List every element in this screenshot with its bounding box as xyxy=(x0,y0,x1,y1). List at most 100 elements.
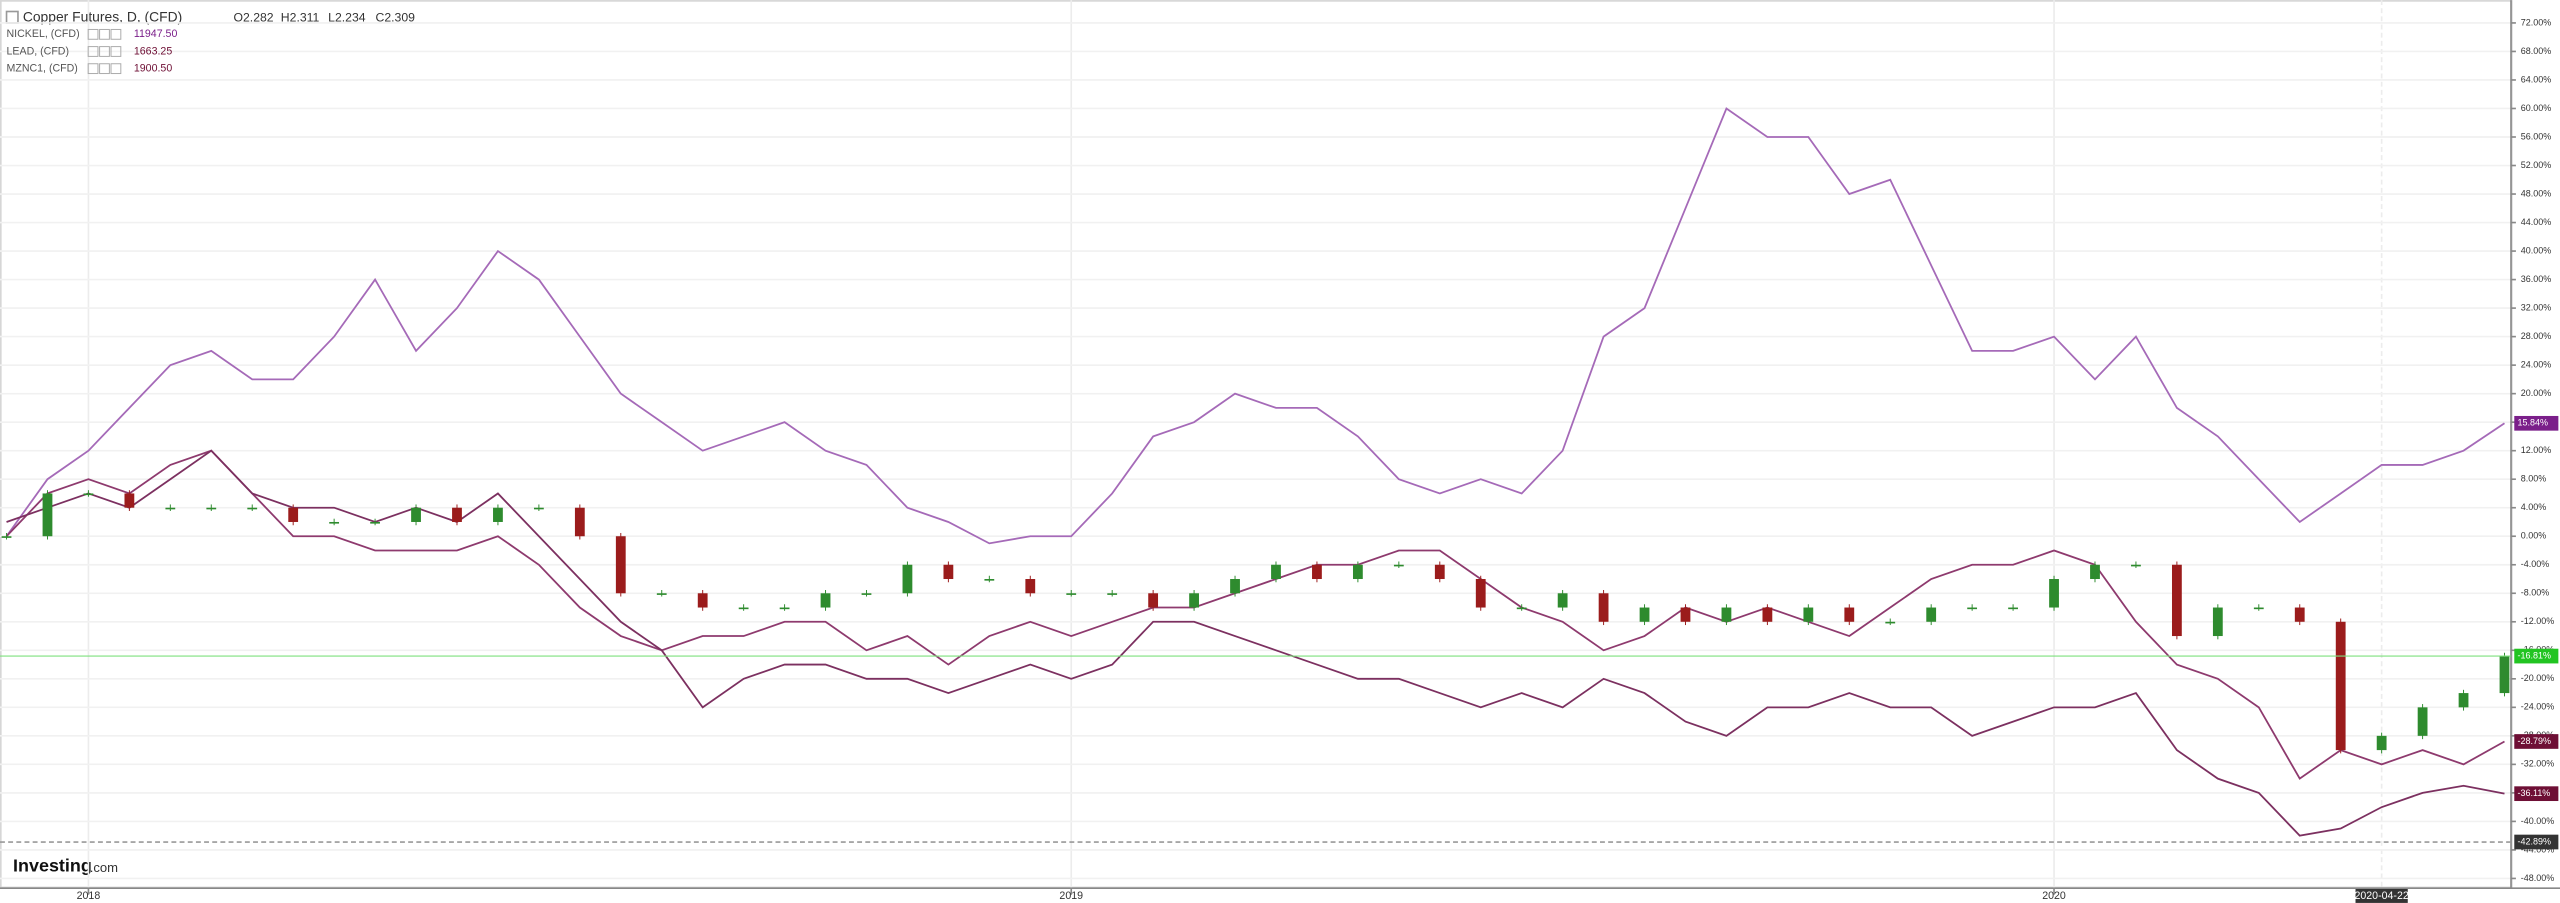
series-line xyxy=(5,449,2505,780)
candle-body xyxy=(1066,593,1077,595)
series-line xyxy=(6,449,2505,837)
last-value-bg xyxy=(2514,734,2559,749)
legend-price: 1663.25 xyxy=(134,45,172,57)
legend-button xyxy=(99,46,110,57)
candle-body xyxy=(1393,564,1404,567)
y-tick-label: 44.00% xyxy=(2521,217,2551,227)
candle-body xyxy=(738,607,749,610)
y-tick-label: 4.00% xyxy=(2521,502,2546,512)
candle-body xyxy=(1639,607,1650,622)
candle-body xyxy=(656,593,667,595)
candle-body xyxy=(1352,564,1363,580)
candle-body xyxy=(1271,564,1281,580)
main-title: Copper Futures, D, (CFD) xyxy=(23,9,182,25)
candle-body xyxy=(1148,593,1159,608)
y-tick-label: -8.00% xyxy=(2521,588,2549,598)
last-value-bg xyxy=(2514,648,2559,664)
legend-name: NICKEL, (CFD) xyxy=(7,28,80,40)
candle-body xyxy=(2171,564,2182,637)
candle-body xyxy=(1598,593,1609,622)
legend-name: LEAD, (CFD) xyxy=(7,45,69,57)
candle-body xyxy=(2458,693,2469,708)
y-tick-label: 0.00% xyxy=(2521,531,2546,541)
candle-body xyxy=(1885,621,1896,624)
ohlc-low: L2.234 xyxy=(328,10,366,24)
candle-body xyxy=(493,507,503,522)
candle-body xyxy=(247,507,258,510)
legend-button xyxy=(87,63,99,75)
last-value-label: 15.84% xyxy=(2518,418,2548,428)
y-tick-label: 36.00% xyxy=(2521,274,2551,284)
candle-body xyxy=(124,493,135,508)
candle-body xyxy=(83,493,94,496)
candle-body xyxy=(820,593,831,608)
candle-body xyxy=(1967,607,1978,610)
candle-body xyxy=(2212,607,2223,637)
crosshair-label-bg xyxy=(2514,834,2559,850)
candle-body xyxy=(2049,579,2059,608)
y-tick-label: 64.00% xyxy=(2521,74,2551,84)
candle-body xyxy=(2376,735,2387,751)
y-tick-label: -24.00% xyxy=(2521,702,2554,712)
legend-button xyxy=(87,28,99,40)
y-tick-label: 72.00% xyxy=(2521,17,2551,27)
y-tick-label: -48.00% xyxy=(2521,873,2554,883)
candle-body xyxy=(1025,579,1036,594)
y-tick-label: 12.00% xyxy=(2521,445,2551,455)
legend: Copper Futures, D, (CFD) O2.282 H2.311 L… xyxy=(5,9,416,25)
y-tick-label: -4.00% xyxy=(2521,559,2549,569)
candle-body xyxy=(2253,607,2264,610)
y-tick-label: -12.00% xyxy=(2521,616,2554,626)
legend-button xyxy=(99,28,110,40)
candle-body xyxy=(1680,607,1691,622)
candle-body xyxy=(370,521,380,524)
legend-button xyxy=(110,63,122,75)
candle-body xyxy=(943,564,954,580)
series-line xyxy=(5,107,2505,545)
y-tick-label: 20.00% xyxy=(2521,388,2551,398)
candle-body xyxy=(697,593,708,608)
candle-body xyxy=(533,507,544,510)
x-tick-label: 2018 xyxy=(77,890,101,902)
legend-name: MZNC1, (CFD) xyxy=(7,62,78,74)
y-tick-label: -32.00% xyxy=(2521,759,2554,769)
legend-button xyxy=(110,28,122,40)
y-tick-label: 68.00% xyxy=(2521,46,2551,56)
candle-body xyxy=(2417,707,2428,736)
last-value-label: -36.11% xyxy=(2518,788,2551,798)
legend-button xyxy=(87,46,99,57)
candle-body xyxy=(165,507,176,510)
legend-price: 1900.50 xyxy=(134,62,172,74)
last-value-bg xyxy=(2514,415,2559,431)
candle-body xyxy=(1107,593,1118,595)
candle-body xyxy=(1434,564,1445,580)
crosshair-label: -42.89% xyxy=(2518,836,2551,846)
candle-body xyxy=(1,536,12,538)
y-tick-label: 24.00% xyxy=(2521,360,2551,370)
watermark: Investing xyxy=(13,856,92,876)
candle-body xyxy=(1926,607,1937,622)
ohlc-high: H2.311 xyxy=(281,10,320,24)
candle-body xyxy=(1762,607,1773,622)
ohlc-close: C2.309 xyxy=(376,10,416,24)
last-value-bg xyxy=(2514,786,2559,802)
legend-button xyxy=(99,63,110,75)
candle-body xyxy=(1475,579,1486,608)
candle-body xyxy=(1312,564,1322,580)
candle-body xyxy=(452,507,462,522)
y-tick-label: -20.00% xyxy=(2521,673,2554,683)
candle-body xyxy=(2294,607,2305,622)
candle-body xyxy=(42,493,53,537)
candle-body xyxy=(861,593,872,595)
candle-body xyxy=(2090,564,2100,580)
candle-body xyxy=(1803,607,1814,622)
legend-button xyxy=(110,46,122,57)
watermark-suffix: .com xyxy=(90,860,118,875)
y-tick-label: 28.00% xyxy=(2521,331,2551,341)
legend-price: 11947.50 xyxy=(134,28,178,40)
candle-body xyxy=(2335,621,2346,751)
x-tick-label: 2020 xyxy=(2042,890,2066,902)
